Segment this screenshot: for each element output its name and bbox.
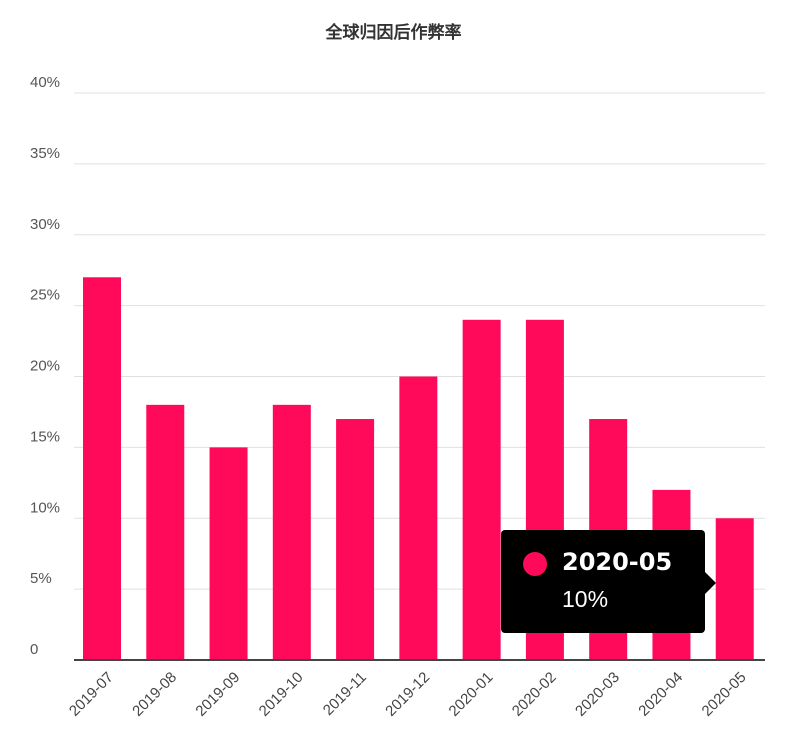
bar-2019-07[interactable]: [83, 277, 121, 660]
tooltip-category: 2020-05: [562, 548, 673, 576]
y-tick-label: 25%: [30, 287, 60, 304]
y-tick-label: 10%: [30, 499, 60, 516]
y-tick-label: 20%: [30, 358, 60, 375]
x-tick-label: 2020-02: [509, 669, 560, 720]
y-tick-label: 5%: [30, 570, 52, 587]
y-tick-label: 35%: [30, 145, 60, 162]
x-tick-label: 2019-09: [192, 669, 243, 720]
y-tick-label: 30%: [30, 216, 60, 233]
bar-2020-05[interactable]: [715, 518, 754, 660]
y-tick-label: 0: [30, 641, 38, 658]
y-tick-label: 15%: [30, 428, 60, 445]
y-tick-label: 40%: [30, 74, 60, 91]
bar-2019-11[interactable]: [336, 419, 375, 660]
x-tick-label: 2020-01: [446, 669, 497, 720]
tooltip: 2020-05 10%: [501, 530, 705, 633]
bars: [83, 277, 754, 660]
x-tick-label: 2019-07: [66, 669, 117, 720]
tooltip-series-dot-icon: [523, 552, 547, 576]
chart-title: 全球归因后作弊率: [325, 23, 462, 43]
x-tick-label: 2019-11: [320, 669, 370, 719]
tooltip-pointer: [704, 571, 716, 595]
x-tick-label: 2019-08: [129, 669, 180, 720]
x-tick-labels: 2019-07 2019-08 2019-09 2019-10 2019-11 2019-…: [66, 669, 750, 720]
bar-2019-12[interactable]: [399, 376, 438, 661]
x-tick-label: 2020-03: [572, 669, 623, 720]
bar-2019-09[interactable]: [209, 447, 248, 660]
x-tick-label: 2019-12: [382, 669, 433, 720]
x-tick-label: 2019-10: [256, 669, 307, 720]
x-tick-label: 2020-05: [699, 669, 750, 720]
y-tick-labels: 0 5% 10% 15% 20% 25% 30% 35% 40%: [30, 74, 60, 658]
x-tick-label: 2020-04: [635, 669, 686, 720]
bar-2020-01[interactable]: [462, 319, 501, 660]
bar-2019-08[interactable]: [146, 404, 185, 660]
bar-2019-10[interactable]: [272, 404, 311, 660]
tooltip-value: 10%: [562, 586, 609, 612]
